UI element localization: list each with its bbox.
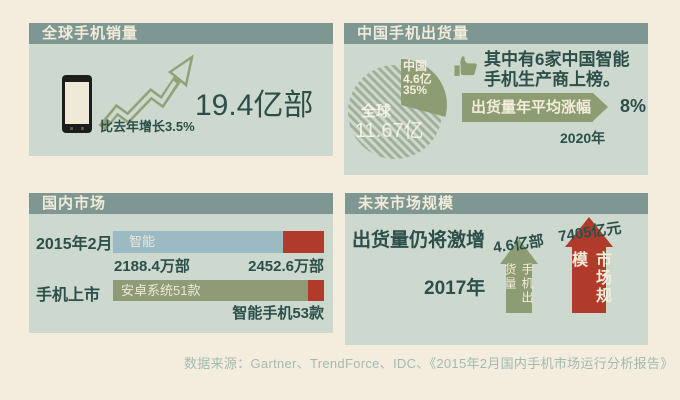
panel-china-shipments: 中国手机出货量 中国 4.6亿 35% 全球 11.67亿 [344,23,648,175]
pie-china-share: 35% [403,83,428,97]
shipments-arrow-label: 手机出货量 [503,263,534,305]
smartphone-buttons [70,127,84,130]
future-headline: 出货量仍将激增 [352,230,486,251]
market-arrow-head [565,217,613,247]
growth-banner-label: 出货量年平均涨幅 [471,99,592,116]
panel-future-market: 未来市场规模 出货量仍将激增 2017年 手机出货量 4.6亿部 市场规模 74… [345,193,648,345]
future-year: 2017年 [424,278,486,299]
growth-banner-year: 2020年 [560,130,606,146]
shipments-pie-chart [348,59,447,159]
pie-china-value: 4.6亿 [403,72,432,86]
sales-bar-inline-label: 智能 [129,234,156,249]
sales-bar-total-segment [283,231,324,253]
pie-china-slice [401,59,447,117]
growth-zigzag-arrow-icon [98,54,194,131]
smart-launch-value: 智能手机53款 [232,305,324,322]
ranking-note-line1: 其中有6家中国智能 [484,50,630,69]
sales-bar: 智能 [113,231,324,253]
shipments-arrow-head [500,239,538,264]
panel-china-shipments-title: 中国手机出货量 [344,23,648,44]
launch-bar-inline-label: 安卓系统51款 [121,283,201,298]
growth-banner-value: 8% [620,96,647,116]
ranking-note-line2: 手机生产商上榜。 [484,70,620,89]
sales-row-label: 2015年2月 [36,236,113,253]
pie-global-label: 全球 [361,103,392,120]
shipments-arrow-body [506,264,532,313]
smartphone-icon [62,75,92,133]
pie-china-label: 中国 [403,59,428,73]
panel-global-sales-title: 全球手机销量 [29,23,333,44]
launch-bar: 安卓系统51款 [113,280,324,301]
banner-arrow-tip-icon [593,93,608,121]
shipments-up-arrow-icon: 手机出货量 [500,239,538,313]
panel-global-sales-body: 19.4亿部 比去年增长3.5% [29,44,333,156]
launch-bar-smart-segment [308,280,324,301]
launch-bar-android-segment: 安卓系统51款 [113,280,308,301]
market-arrow-body [572,247,606,313]
global-sales-value: 19.4亿部 [195,89,314,122]
panel-domestic-market-body: 2015年2月 智能 2188.4万部 2452.6万部 手机上市 安卓系统51… [29,214,333,333]
global-sales-growth-note: 比去年增长3.5% [100,119,195,134]
data-source-note: 数据来源：Gartner、TrendForce、IDC、《2015年2月国内手机… [184,356,674,371]
panel-future-market-title: 未来市场规模 [345,193,648,214]
total-sales-value: 2452.6万部 [248,258,324,275]
launch-row-label: 手机上市 [36,287,101,304]
growth-banner: 出货量年平均涨幅 [462,93,608,122]
pie-global-value: 11.67亿 [355,120,424,142]
smart-sales-value: 2188.4万部 [114,258,190,275]
sales-bar-smart-segment: 智能 [113,231,283,253]
thumbs-up-icon [454,56,477,76]
panel-global-sales: 全球手机销量 19.4亿部 比去年增长3.5% [29,23,333,156]
smartphone-screen [65,82,89,124]
panel-future-market-body: 出货量仍将激增 2017年 手机出货量 4.6亿部 市场规模 7405亿元 [345,214,648,345]
market-arrow-label: 市场规模 [569,251,610,305]
panel-domestic-market: 国内市场 2015年2月 智能 2188.4万部 2452.6万部 手机上市 安… [29,193,333,333]
panel-domestic-market-title: 国内市场 [29,193,333,214]
panel-china-shipments-body: 中国 4.6亿 35% 全球 11.67亿 其中有6家中国智能 手机生产商上榜。… [344,44,648,175]
market-size-up-arrow-icon: 市场规模 [565,217,613,313]
